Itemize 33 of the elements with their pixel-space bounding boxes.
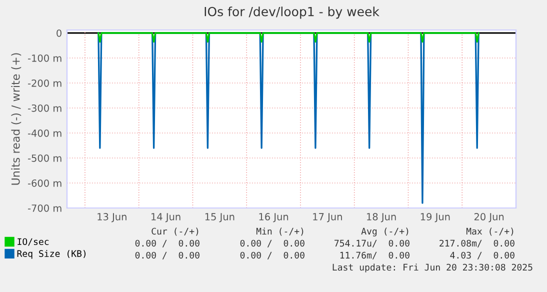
x-tick-label: 16 Jun xyxy=(259,213,288,222)
y-tick-label: -300 m xyxy=(28,104,62,112)
y-tick-label: -100 m xyxy=(28,54,62,62)
text: 217.08m/ 0.00 xyxy=(440,240,514,248)
y-tick-label: -200 m xyxy=(28,79,62,87)
y-tick-label: -600 m xyxy=(28,179,62,187)
text: Cur (-/+) xyxy=(152,228,198,236)
y-tick-label: 0 xyxy=(56,29,62,37)
x-tick-label: 13 Jun xyxy=(98,213,126,222)
text: Last update: Fri Jun 20 23:30:08 2025 xyxy=(332,264,532,272)
text: Min (-/+) xyxy=(256,228,304,236)
text: Avg (-/+) xyxy=(361,228,408,236)
text: 0.00 / 0.00 xyxy=(135,240,200,248)
chart-title: IOs for /dev/loop1 - by week xyxy=(204,6,380,19)
legend-label: Req Size (KB) xyxy=(17,250,86,259)
x-tick-label: 17 Jun xyxy=(313,213,342,222)
text: 11.76m/ 0.00 xyxy=(340,252,410,260)
y-tick-label: -400 m xyxy=(28,129,62,137)
text: 0.00 / 0.00 xyxy=(135,252,200,260)
legend-label: IO/sec xyxy=(18,238,49,246)
y-tick-label: -500 m xyxy=(28,154,62,162)
text: Max (-/+) xyxy=(466,228,514,236)
y-axis-title: Units read (-) / write (+) xyxy=(11,53,22,185)
x-tick-label: 15 Jun xyxy=(205,213,234,222)
text: 754.17u/ 0.00 xyxy=(334,240,410,248)
x-tick-label: 20 Jun xyxy=(474,213,504,222)
y-tick-label: -700 m xyxy=(28,204,62,212)
text: 4.03 / 0.00 xyxy=(450,252,514,260)
x-tick-label: 14 Jun xyxy=(152,213,180,222)
x-tick-label: 18 Jun xyxy=(367,213,396,222)
text: 0.00 / 0.00 xyxy=(240,252,304,260)
text: 0.00 / 0.00 xyxy=(240,240,304,248)
x-tick-label: 19 Jun xyxy=(420,213,450,222)
